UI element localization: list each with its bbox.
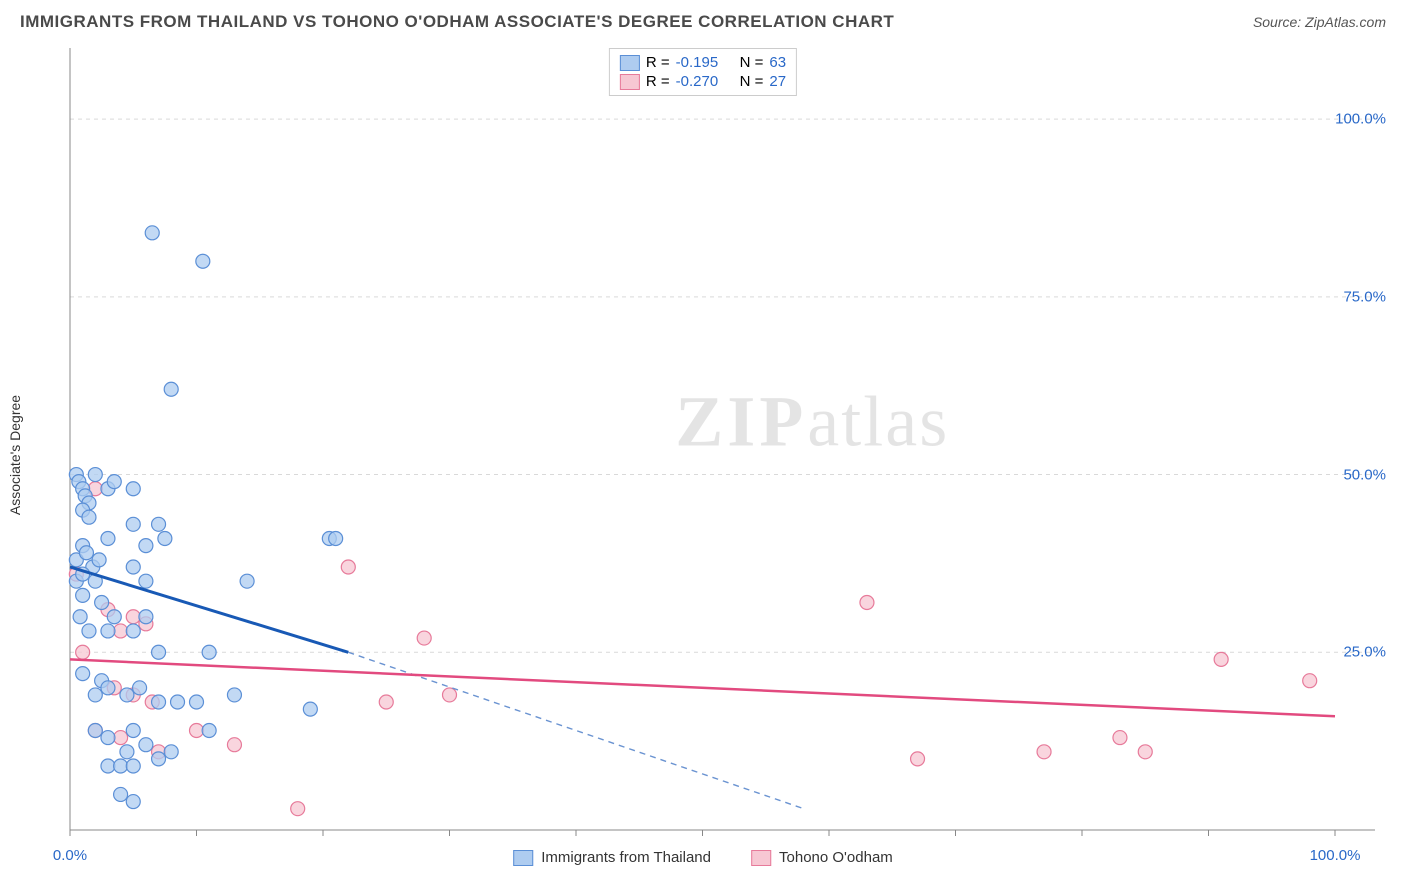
r-label: R = (646, 54, 670, 71)
series-name-1: Tohono O'odham (779, 849, 893, 866)
legend-swatch-1 (620, 74, 640, 90)
chart-area: Associate's Degree ZIPatlas R = -0.195 N… (20, 40, 1386, 870)
r-label: R = (646, 73, 670, 90)
r-value-1: -0.270 (676, 73, 734, 90)
legend-swatch-0 (620, 55, 640, 71)
legend-row-0: R = -0.195 N = 63 (620, 53, 786, 72)
source-name: ZipAtlas.com (1305, 14, 1386, 30)
n-value-0: 63 (769, 54, 786, 71)
chart-title: IMMIGRANTS FROM THAILAND VS TOHONO O'ODH… (20, 12, 894, 32)
n-label: N = (740, 73, 764, 90)
series-name-0: Immigrants from Thailand (541, 849, 711, 866)
x-tick-label: 100.0% (1310, 847, 1361, 864)
legend-row-1: R = -0.270 N = 27 (620, 72, 786, 91)
n-label: N = (740, 54, 764, 71)
y-tick-label: 100.0% (1335, 111, 1386, 128)
legend-item-1: Tohono O'odham (751, 849, 893, 866)
y-tick-label: 25.0% (1343, 644, 1386, 661)
legend-swatch-bottom-0 (513, 850, 533, 866)
x-tick-label: 0.0% (53, 847, 87, 864)
y-tick-label: 75.0% (1343, 288, 1386, 305)
correlation-legend: R = -0.195 N = 63 R = -0.270 N = 27 (609, 48, 797, 96)
source-label: Source: (1253, 14, 1305, 30)
n-value-1: 27 (769, 73, 786, 90)
source-attribution: Source: ZipAtlas.com (1253, 14, 1386, 30)
scatter-plot (60, 40, 1386, 870)
series-legend: Immigrants from Thailand Tohono O'odham (513, 849, 893, 866)
legend-item-0: Immigrants from Thailand (513, 849, 711, 866)
legend-swatch-bottom-1 (751, 850, 771, 866)
y-tick-label: 50.0% (1343, 466, 1386, 483)
y-axis-label: Associate's Degree (7, 395, 23, 515)
r-value-0: -0.195 (676, 54, 734, 71)
